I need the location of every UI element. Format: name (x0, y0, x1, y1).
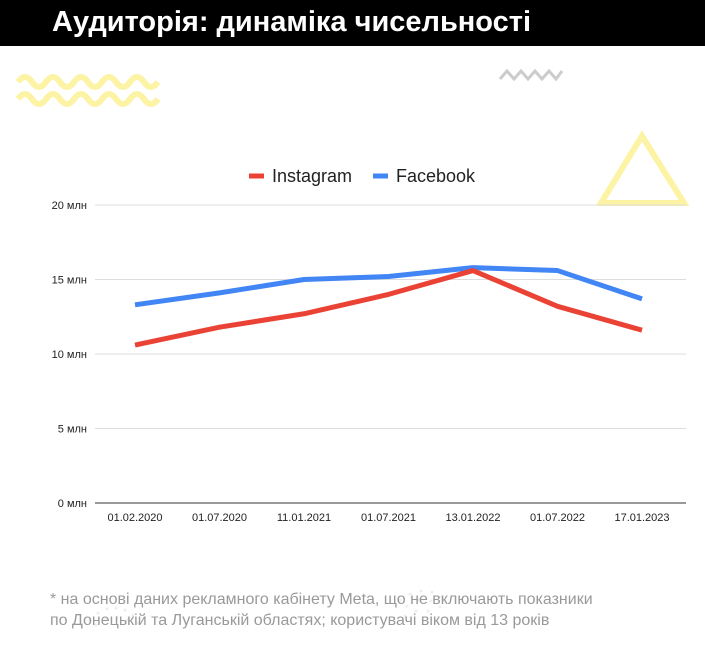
wave-decoration (15, 74, 160, 107)
page-title: Аудиторія: динаміка чисельності (52, 6, 532, 38)
y-tick-label: 10 млн (52, 349, 87, 361)
x-tick-label: 01.07.2020 (192, 512, 247, 524)
x-tick-label: 13.01.2022 (445, 512, 500, 524)
triangle-decoration (597, 130, 690, 206)
series-line-facebook (134, 265, 643, 308)
footnote: * на основі даних рекламного кабінету Me… (50, 589, 670, 631)
zigzag-decoration (498, 68, 564, 82)
footnote-line-2: по Донецькій та Луганській областях; кор… (50, 612, 550, 629)
x-axis-ticks: 01.02.2020 01.07.2020 11.01.2021 01.07.2021… (107, 512, 669, 524)
y-tick-label: 20 млн (52, 200, 87, 212)
title-bar: Аудиторія: динаміка чисельності (0, 0, 705, 46)
x-tick-label: 01.07.2021 (361, 512, 416, 524)
y-tick-label: 15 млн (52, 275, 87, 287)
x-tick-label: 11.01.2021 (277, 512, 331, 524)
footnote-line-1: * на основі даних рекламного кабінету Me… (50, 591, 593, 608)
y-tick-label: 0 млн (58, 498, 87, 510)
x-tick-label: 17.01.2023 (614, 512, 669, 524)
x-tick-label: 01.07.2022 (530, 512, 585, 524)
grid-lines (95, 204, 686, 504)
y-tick-label: 5 млн (58, 424, 87, 436)
series-lines (134, 265, 643, 348)
legend-label-facebook: Facebook (396, 166, 476, 186)
legend: Instagram Facebook (249, 166, 476, 186)
series-line-instagram (134, 268, 643, 348)
x-tick-label: 01.02.2020 (107, 512, 162, 524)
dots-decoration (88, 589, 444, 627)
y-axis-ticks: 0 млн 5 млн 10 млн 15 млн 20 млн (52, 200, 87, 510)
legend-label-instagram: Instagram (272, 166, 352, 186)
